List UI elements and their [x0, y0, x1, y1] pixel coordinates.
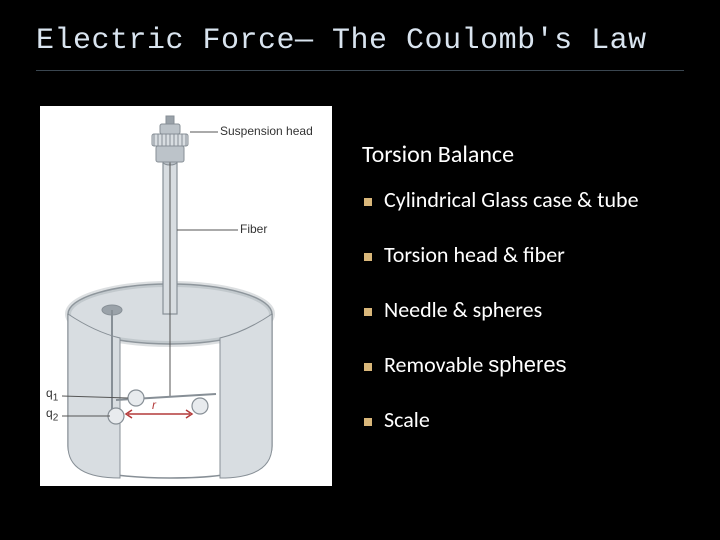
- bullet-4-word-1: Removable: [384, 351, 483, 378]
- diagram-label-fiber: Fiber: [240, 222, 267, 236]
- title-underline: [36, 70, 684, 71]
- q1-base: q: [46, 386, 53, 400]
- bullet-list: Cylindrical Glass case & tube Torsion he…: [362, 186, 639, 461]
- diagram-label-q2: q2: [46, 406, 58, 423]
- q1-sub: 1: [53, 392, 59, 403]
- q2-sub: 2: [53, 412, 59, 423]
- bullet-item-3: Needle & spheres: [362, 296, 639, 323]
- bullet-4-word-2: spheres: [488, 352, 566, 377]
- q2-base: q: [46, 406, 53, 420]
- bullet-item-5: Scale: [362, 406, 639, 433]
- torsion-balance-diagram: Suspension head Fiber q1 q2 r: [40, 106, 332, 486]
- diagram-label-suspension-head: Suspension head: [220, 124, 313, 138]
- bullet-item-2: Torsion head & fiber: [362, 241, 639, 268]
- bullet-item-1: Cylindrical Glass case & tube: [362, 186, 639, 213]
- section-heading: Torsion Balance: [362, 140, 514, 169]
- slide-title: Electric Force— The Coulomb's Law: [36, 24, 647, 58]
- diagram-label-r: r: [152, 398, 156, 412]
- diagram-label-q1: q1: [46, 386, 58, 403]
- bullet-item-4: Removable spheres: [362, 351, 639, 378]
- torsion-balance-svg: [40, 106, 332, 486]
